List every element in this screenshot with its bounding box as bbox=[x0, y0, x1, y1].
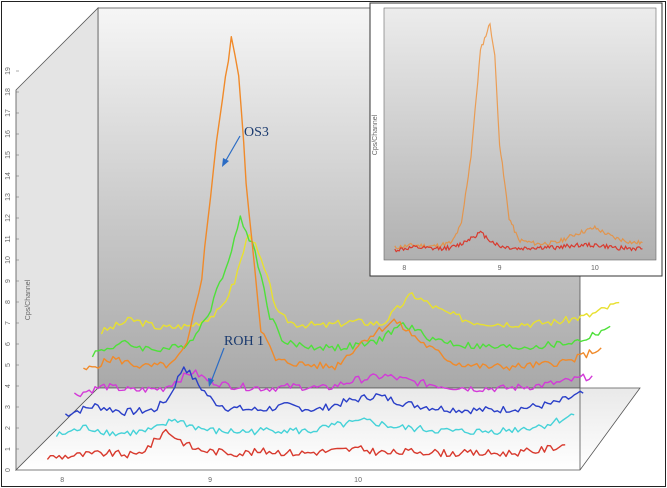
annotation-label-os3: OS3 bbox=[244, 125, 269, 140]
y-tick-label: 15 bbox=[5, 151, 12, 159]
y-tick-label: 12 bbox=[5, 214, 12, 222]
y-tick-label: 14 bbox=[5, 172, 12, 180]
inset-x-axis: 8 9 10 bbox=[402, 265, 598, 272]
x-tick-label: 8 bbox=[60, 477, 64, 484]
inset-x-tick-label: 9 bbox=[498, 265, 502, 272]
main-x-axis: 8 9 10 bbox=[60, 477, 362, 484]
inset-series-group bbox=[394, 22, 643, 253]
y-tick-label: 19 bbox=[5, 67, 12, 75]
inset-chart: Cps/Channel 8 9 10 bbox=[369, 2, 663, 277]
annotation-label-roh1: ROH 1 bbox=[224, 334, 264, 349]
y-tick-label: 1 bbox=[5, 447, 12, 451]
x-tick-label: 10 bbox=[354, 477, 362, 484]
spectrum-series-line bbox=[100, 234, 620, 335]
plot-floor bbox=[15, 387, 641, 471]
y-tick-label: 3 bbox=[5, 405, 12, 409]
x-tick-label: 9 bbox=[208, 477, 212, 484]
spectrum-series-line bbox=[55, 413, 575, 437]
y-tick-label: 0 bbox=[5, 468, 12, 472]
inset-y-axis-label: Cps/Channel bbox=[372, 114, 379, 155]
y-tick-label: 2 bbox=[5, 426, 12, 430]
annotation-arrowhead-roh1 bbox=[208, 378, 214, 387]
y-tick-label: 13 bbox=[5, 193, 12, 201]
y-tick-label: 4 bbox=[5, 384, 12, 388]
y-tick-label: 5 bbox=[5, 363, 12, 367]
y-tick-label: 7 bbox=[5, 321, 12, 325]
annotation-arrow-os3 bbox=[224, 135, 241, 163]
y-tick-label: 16 bbox=[5, 130, 12, 138]
y-tick-label: 11 bbox=[5, 235, 12, 242]
annotation-os3: OS3 bbox=[222, 125, 269, 167]
annotation-roh1: ROH 1 bbox=[208, 334, 264, 387]
spectrum-series-line bbox=[46, 428, 566, 460]
main-series-group bbox=[46, 36, 620, 460]
annotation-arrow-roh1 bbox=[210, 347, 225, 383]
y-tick-label: 8 bbox=[5, 300, 12, 304]
y-tick-label: 6 bbox=[5, 342, 12, 346]
y-tick-label: 9 bbox=[5, 279, 12, 283]
y-tick-label: 17 bbox=[5, 109, 12, 117]
inset-series-line bbox=[394, 22, 643, 250]
inset-series-line bbox=[394, 230, 643, 253]
y-tick-label: 10 bbox=[5, 256, 12, 264]
inset-x-tick-label: 10 bbox=[591, 265, 599, 272]
spectrum-series-line bbox=[73, 369, 593, 398]
y-tick-label: 18 bbox=[5, 88, 12, 96]
inset-x-tick-label: 8 bbox=[402, 265, 406, 272]
spectrum-series-line bbox=[83, 36, 602, 371]
spectrum-series-line bbox=[64, 366, 584, 417]
y-axis-label: Cps/Channel bbox=[25, 279, 32, 320]
inset-plot-area bbox=[383, 7, 657, 261]
annotation-arrowhead-os3 bbox=[222, 158, 229, 167]
spectrum-series-line bbox=[91, 215, 611, 358]
